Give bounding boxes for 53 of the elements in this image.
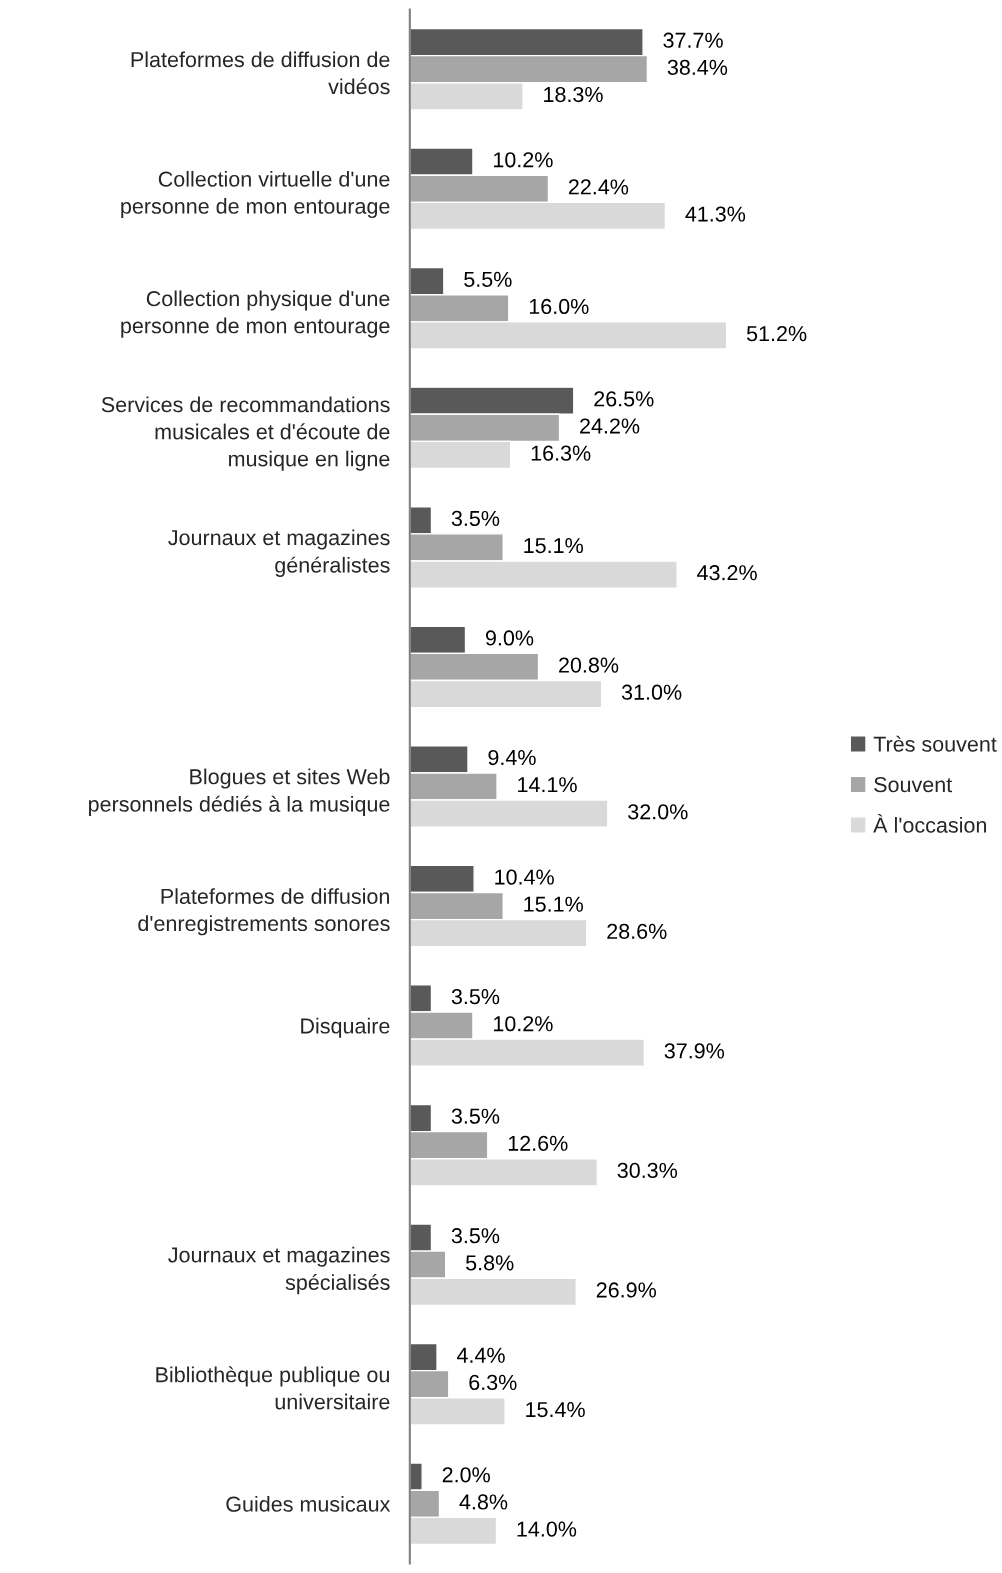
data-label: 9.4% [488, 749, 536, 766]
data-label: 15.1% [524, 538, 583, 554]
data-label: 26.5% [594, 391, 654, 407]
data-label: 12.6% [508, 1135, 568, 1151]
data-label: 20.8% [559, 657, 619, 673]
y-tick-label: Disquaire [301, 1017, 390, 1038]
data-label: 15.1% [524, 896, 583, 912]
y-tick-label: Plateformes de diffusion de vidéos [131, 51, 390, 95]
y-tick-label: Collection physique d'une personne de mon entourage [121, 290, 390, 338]
data-label: 32.0% [628, 804, 688, 820]
data-label: 4.4% [456, 1347, 505, 1363]
data-label: 43.2% [697, 565, 757, 581]
data-label: 31.0% [621, 684, 682, 700]
data-label: 18.3% [544, 86, 603, 103]
y-tick-label: Collection virtuelle d'une personne de mon entourage [121, 170, 390, 219]
y-tick-label: Plateformes de diffusion d'enregistrements sonores [138, 888, 390, 936]
y-tick-label: Bibliothèque publique ou universitaire [156, 1366, 390, 1410]
data-label: 10.4% [495, 869, 554, 885]
data-label: 3.5% [451, 1228, 500, 1244]
data-label: 15.4% [526, 1402, 585, 1418]
y-tick-label: Blogues et sites Web personnels dédiés à la musique [89, 768, 390, 817]
y-tick-label: Journaux et magazines spécialisés [168, 1246, 390, 1295]
data-label: 16.3% [531, 445, 591, 461]
data-label: 37.7% [663, 32, 723, 48]
data-label: 5.8% [466, 1255, 514, 1271]
data-label: 28.6% [607, 923, 667, 939]
data-label: 26.9% [596, 1282, 656, 1298]
data-label: 51.2% [746, 325, 807, 342]
data-label: 10.2% [494, 1016, 553, 1032]
data-label: 10.2% [494, 152, 553, 168]
legend-label: Très souvent [873, 735, 997, 752]
y-tick-label: Journaux et magazines généralistes [168, 529, 390, 577]
legend-label: À l'occasion [873, 813, 986, 833]
data-label: 3.5% [451, 1108, 500, 1124]
data-label: 6.3% [469, 1374, 517, 1391]
data-label: 14.1% [518, 777, 577, 793]
data-label: 22.4% [568, 179, 629, 195]
data-label: 14.0% [517, 1521, 577, 1537]
data-label: 9.0% [485, 630, 534, 646]
data-label: 41.3% [685, 206, 746, 222]
data-label: 5.5% [464, 271, 512, 287]
data-label: 37.9% [664, 1043, 725, 1059]
y-tick-label: Services de recommandations musicales et d'écoute de musique en ligne [101, 396, 390, 471]
data-label: 2.0% [442, 1467, 490, 1483]
data-label: 16.0% [529, 298, 589, 315]
data-label: 3.5% [451, 510, 500, 527]
data-label: 30.3% [617, 1162, 678, 1179]
data-label: 38.4% [667, 59, 728, 75]
data-label: 4.8% [459, 1494, 508, 1510]
y-tick-label: Guides musicaux [226, 1495, 391, 1512]
data-label: 3.5% [451, 988, 500, 1005]
data-label: 24.2% [580, 418, 640, 434]
legend-label: Souvent [874, 777, 953, 793]
